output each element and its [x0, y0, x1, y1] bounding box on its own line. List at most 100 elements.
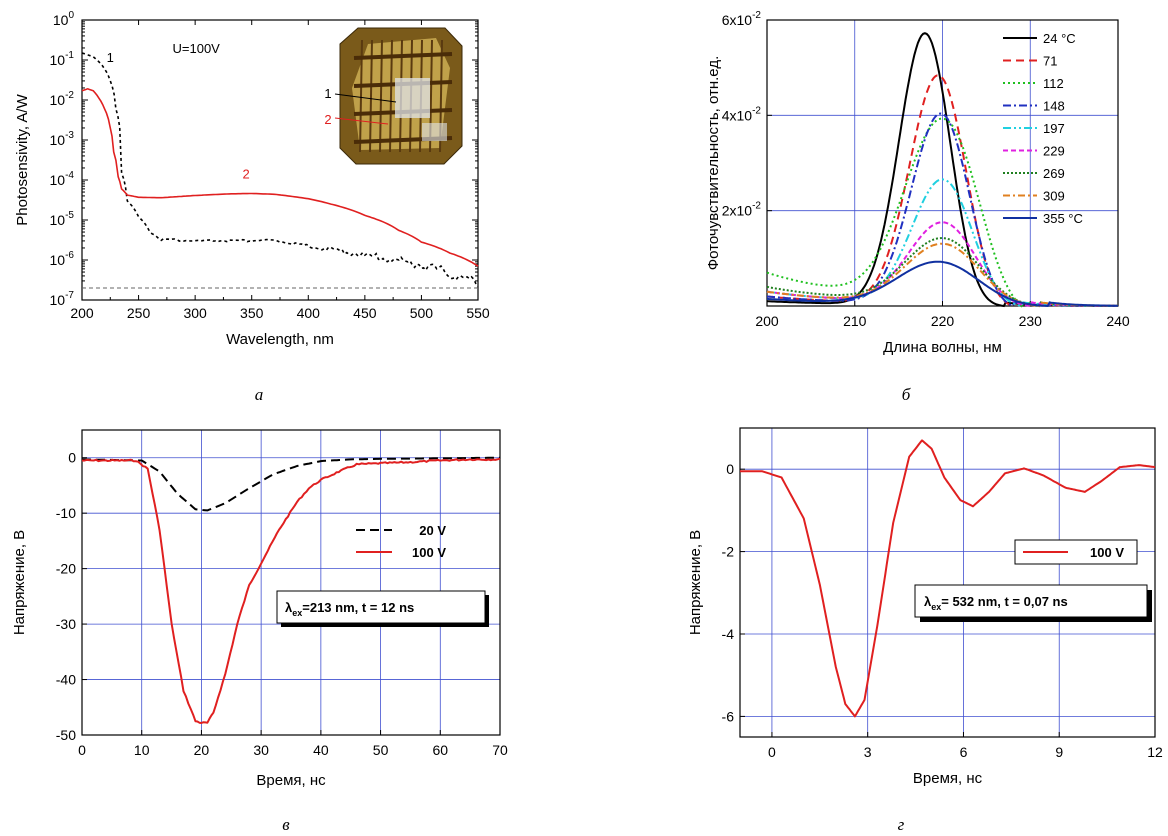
- x-tick-label-b: 240: [1106, 313, 1130, 329]
- series-line-a-1: [81, 52, 479, 288]
- y-tick-label-g: -4: [722, 626, 735, 642]
- x-axis-label-g: Время, нс: [913, 770, 983, 787]
- inset-label-1: 1: [324, 86, 331, 101]
- y-tick-label-a: 100: [53, 10, 75, 28]
- x-tick-label-a: 400: [297, 305, 321, 321]
- legend-label-b: 309: [1043, 189, 1065, 204]
- panel-letter-v: в: [282, 815, 290, 834]
- plot-frame-v: [81, 429, 501, 736]
- panel-letter-g: г: [898, 815, 905, 834]
- x-tick-label-a: 350: [240, 305, 264, 321]
- y-tick-label-v: -30: [56, 616, 76, 632]
- x-tick-label-a: 300: [183, 305, 207, 321]
- panel-g: 0 3 6 9 12 0 -2 -4 -6 100 V λex= 532 nm, t = 0,07 …: [687, 427, 1163, 834]
- inset-pointer-2: [334, 117, 389, 125]
- electrode-finger: [389, 39, 393, 153]
- y-tick-label-b: 2x10-2: [722, 201, 762, 219]
- annotation-text-v: λex=213 nm, t = 12 ns: [285, 600, 414, 618]
- x-tick-label-v: 0: [78, 742, 86, 758]
- y-tick-label-a: 10-5: [50, 210, 75, 228]
- x-tick-label-v: 60: [432, 742, 448, 758]
- series-line-g-0: [740, 439, 1156, 718]
- annotation-box-g: [914, 584, 1148, 618]
- inset-pointer-1: [334, 93, 397, 103]
- legend-b: 24 °C 71 112 148 197 229 269 309 355 °C: [1003, 31, 1083, 226]
- y-tick-label-a: 10-3: [50, 130, 75, 148]
- series-line-v-1: [81, 457, 501, 724]
- y-tick-label-a: 10-2: [50, 90, 75, 108]
- y-tick-label-v: 0: [68, 450, 76, 466]
- x-tick-label-v: 10: [134, 742, 150, 758]
- plot-frame-g: [739, 427, 1156, 738]
- x-tick-label-v: 20: [194, 742, 210, 758]
- y-tick-label-v: -10: [56, 505, 76, 521]
- series-line-b-8: [766, 260, 1118, 308]
- legend-label-b: 71: [1043, 54, 1057, 69]
- legend-label-b: 355 °C: [1043, 211, 1083, 226]
- series-line-v-0: [82, 456, 500, 512]
- legend-label-g: 100 V: [1090, 545, 1124, 560]
- y-tick-label-a: 10-6: [50, 250, 75, 268]
- x-tick-label-a: 450: [353, 305, 377, 321]
- x-tick-label-g: 9: [1055, 744, 1063, 760]
- x-tick-label-b: 230: [1019, 313, 1043, 329]
- legend-label-b: 269: [1043, 166, 1065, 181]
- legend-label-v: 20 V: [419, 523, 446, 538]
- panel-v: 0 10 20 30 40 50 60 70 0 -10 -20 -30 -40 -50 20 V 100 V…: [11, 429, 508, 834]
- x-axis-label-v: Время, нс: [256, 772, 326, 789]
- legend-label-b: 197: [1043, 121, 1065, 136]
- legend-label-b: 112: [1043, 76, 1064, 91]
- legend-label-b: 24 °C: [1043, 31, 1076, 46]
- x-tick-label-a: 550: [466, 305, 490, 321]
- y-tick-label-v: -40: [56, 672, 76, 688]
- sample-light-area: [395, 78, 430, 118]
- x-tick-label-g: 0: [768, 744, 776, 760]
- x-tick-label-v: 50: [373, 742, 389, 758]
- x-tick-label-g: 3: [864, 744, 872, 760]
- x-tick-label-g: 6: [960, 744, 968, 760]
- panel-a: 200 250 300 350 400 450 500 550 10-7 10-6 10-5 10-4…: [14, 10, 490, 404]
- y-tick-label-g: 0: [726, 461, 734, 477]
- curve-label-a-2: 2: [242, 166, 249, 181]
- y-tick-label-a: 10-7: [50, 290, 75, 308]
- x-axis-label-a: Wavelength, nm: [226, 331, 334, 348]
- x-tick-label-v: 30: [253, 742, 269, 758]
- inset-label-2: 2: [324, 112, 331, 127]
- inset-sample-photo: 12: [324, 27, 463, 165]
- annotation-text-g: λex= 532 nm, t = 0,07 ns: [924, 594, 1068, 612]
- curve-label-a-1: 1: [107, 50, 114, 65]
- y-tick-label-b: 6x10-2: [722, 10, 762, 28]
- legend-label-b: 229: [1043, 144, 1065, 159]
- x-axis-label-b: Длина волны, нм: [883, 339, 1002, 356]
- x-tick-label-g: 12: [1147, 744, 1163, 760]
- x-tick-label-b: 200: [755, 313, 779, 329]
- y-tick-label-a: 10-4: [50, 170, 75, 188]
- y-tick-label-v: -20: [56, 561, 76, 577]
- panel-b: 200 210 220 230 240 2x10-2 4x10-2 6x10-2 24 °C 71…: [705, 10, 1130, 404]
- y-axis-label-a: Photosensivity, A/W: [14, 93, 31, 225]
- y-axis-label-g: Напряжение, В: [687, 530, 704, 635]
- y-axis-label-v: Напряжение, В: [11, 530, 28, 635]
- x-tick-label-a: 250: [127, 305, 151, 321]
- x-tick-label-a: 200: [70, 305, 94, 321]
- voltage-annotation-a: U=100V: [173, 41, 221, 56]
- sample-light-area-2: [422, 123, 447, 141]
- x-tick-label-a: 500: [410, 305, 434, 321]
- legend-label-v: 100 V: [412, 545, 446, 560]
- y-tick-label-g: -2: [722, 544, 735, 560]
- y-tick-label-b: 4x10-2: [722, 105, 762, 123]
- legend-v: 20 V 100 V: [356, 523, 446, 560]
- x-tick-label-b: 210: [843, 313, 867, 329]
- panel-letter-b: б: [902, 385, 911, 404]
- y-tick-label-g: -6: [722, 708, 735, 724]
- y-axis-label-b: Фоточувствительность, отн.ед.: [705, 56, 722, 271]
- electrode-bar: [353, 52, 453, 60]
- x-tick-label-v: 70: [492, 742, 508, 758]
- annotation-box-v: [276, 590, 486, 624]
- series-line-a-2: [81, 87, 479, 267]
- y-tick-label-v: -50: [56, 727, 76, 743]
- x-tick-label-v: 40: [313, 742, 329, 758]
- panel-letter-a: а: [255, 385, 264, 404]
- legend-label-b: 148: [1043, 99, 1065, 114]
